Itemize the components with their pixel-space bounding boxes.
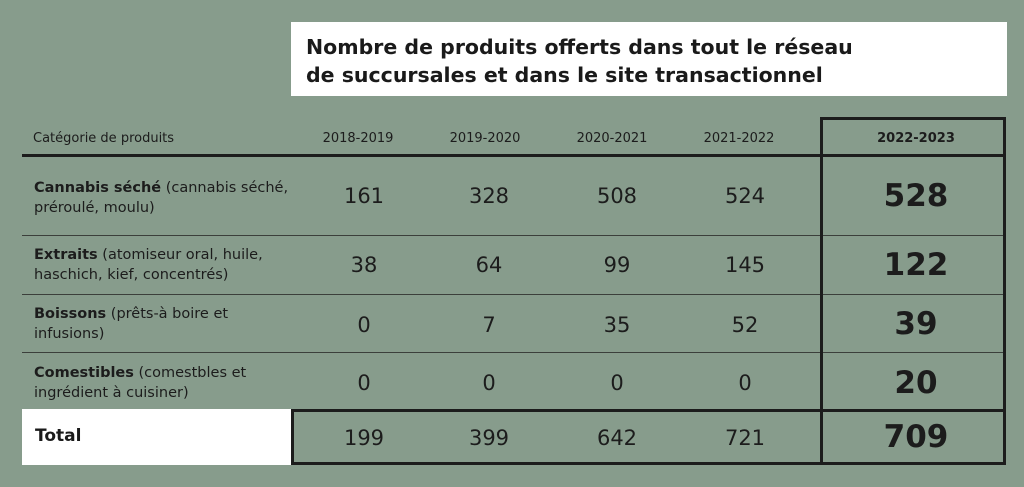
title-line-1: Nombre de produits offerts dans tout le … [306, 35, 853, 59]
header-divider [22, 154, 1006, 157]
header-year-2021-2022: 2021-2022 [703, 131, 775, 146]
row-label: Comestibles (comestbles et ingrédient à … [34, 363, 289, 403]
row-category-name: Cannabis séché [34, 180, 162, 196]
total-label: Total [22, 409, 291, 465]
cell-value: 38 [350, 253, 378, 277]
total-value: 721 [724, 426, 766, 450]
header-year-2020-2021: 2020-2021 [576, 131, 648, 146]
header-year-2019-2020: 2019-2020 [449, 131, 521, 146]
cell-value: 52 [731, 313, 759, 337]
total-value: 642 [596, 426, 638, 450]
header-year-2018-2019: 2018-2019 [322, 131, 394, 146]
title-line-2: de succursales et dans le site transacti… [306, 63, 823, 87]
cell-value: 7 [482, 313, 496, 337]
cell-value-highlight: 20 [894, 365, 938, 401]
total-value: 399 [468, 426, 510, 450]
cell-value: 35 [603, 313, 631, 337]
cell-value: 524 [724, 184, 766, 208]
header-year-2022-2023: 2022-2023 [877, 131, 955, 146]
row-category-name: Boissons [34, 306, 107, 322]
row-divider [22, 352, 1006, 353]
cell-value: 0 [482, 371, 496, 395]
cell-value: 0 [357, 313, 371, 337]
cell-value: 0 [610, 371, 624, 395]
total-value-highlight: 709 [883, 419, 949, 455]
cell-value: 508 [596, 184, 638, 208]
row-divider [22, 294, 1006, 295]
highlight-column-frame [820, 117, 1006, 465]
row-category-detail: (atomiseur oral, huile, haschich, kief, … [34, 247, 263, 283]
cell-value-highlight: 528 [883, 178, 949, 214]
total-value: 199 [343, 426, 385, 450]
cell-value: 64 [475, 253, 503, 277]
row-category-name: Extraits [34, 247, 98, 263]
row-category-detail: (cannabis séché, préroulé, moulu) [34, 180, 289, 216]
cell-value: 328 [468, 184, 510, 208]
cell-value: 0 [357, 371, 371, 395]
row-label: Boissons (prêts-à boire et infusions) [34, 304, 289, 344]
cell-value: 0 [738, 371, 752, 395]
cell-value-highlight: 122 [883, 247, 949, 283]
row-label: Cannabis séché (cannabis séché, préroulé… [34, 178, 289, 218]
row-category-detail: (comestbles et ingrédient à cuisiner) [34, 365, 247, 401]
cell-value: 161 [343, 184, 385, 208]
cell-value: 99 [603, 253, 631, 277]
header-category: Catégorie de produits [33, 131, 175, 146]
row-category-name: Comestibles [34, 365, 134, 381]
cell-value-highlight: 39 [894, 306, 938, 342]
table-title: Nombre de produits offerts dans tout le … [291, 22, 1007, 96]
row-label: Extraits (atomiseur oral, huile, haschic… [34, 245, 289, 285]
row-divider [22, 235, 1006, 236]
row-category-detail: (prêts-à boire et infusions) [34, 306, 229, 342]
cell-value: 145 [724, 253, 766, 277]
